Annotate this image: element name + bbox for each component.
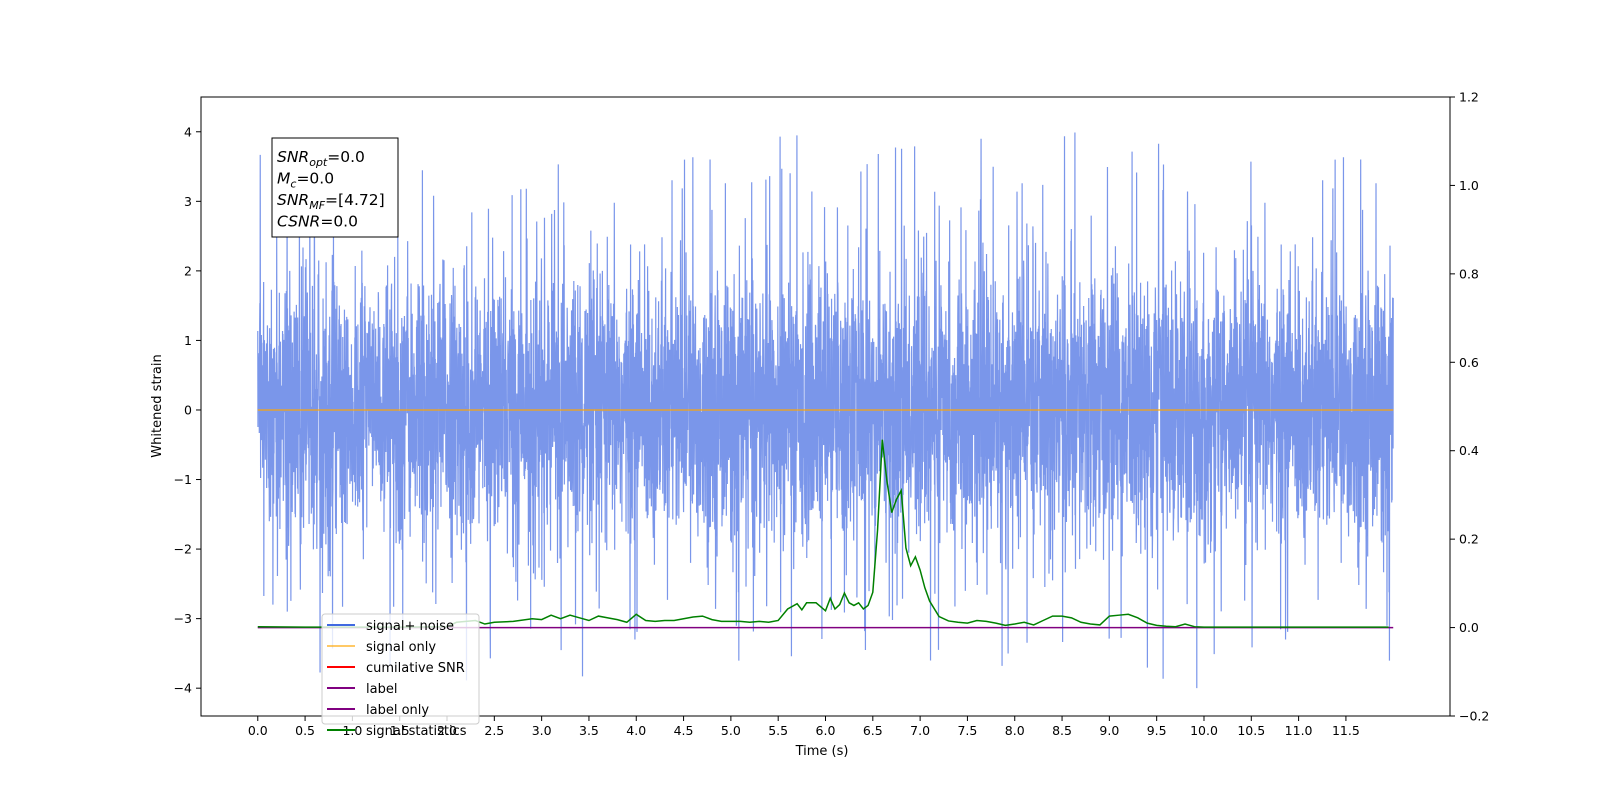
y-axis-ticks: 4 3 2 1 0 −1 −2 −3 −4 [174,124,201,696]
legend-label: signal statistics [366,724,467,739]
x-tick-label: 7.0 [910,723,930,738]
annotation-frame [271,137,399,238]
legend-frame [321,613,480,725]
series-line-signal-noise [257,132,1394,689]
y2-tick-label: 0.4 [1459,443,1479,458]
x-tick-label: 9.5 [1147,723,1167,738]
annotation-line: Mc=0.0 [277,170,334,191]
x-tick-label: 9.0 [1099,723,1119,738]
x-tick-label: 2.0 [437,723,457,738]
x-tick-label: 7.5 [957,723,977,738]
y2-tick-label: 1.0 [1459,178,1479,193]
x-tick-label: 1.5 [390,723,410,738]
x-tick-label: 3.0 [532,723,552,738]
y-tick-label: 1 [184,333,192,348]
y2-tick-label: 0.6 [1459,355,1479,370]
x-tick-label: 6.5 [863,723,883,738]
annotation-subscript: c [290,178,296,191]
x-tick-label: 3.5 [579,723,599,738]
annotation-line: SNRMF=[4.72] [277,191,385,212]
x-tick-label: 5.5 [768,723,788,738]
y2-axis-ticks: 1.2 1.0 0.8 0.6 0.4 0.2 0.0 −0.2 [1450,90,1489,724]
x-tick-label: 8.5 [1052,723,1072,738]
annotation-variable: CSNR [277,213,320,231]
legend-label: label [366,682,397,697]
x-tick-label: 2.5 [484,723,504,738]
annotation-value: =[4.72] [325,191,385,209]
y-axis-label: Whitened strain [150,354,165,457]
x-tick-label: 4.0 [626,723,646,738]
annotation-subscript: opt [309,156,328,169]
x-axis-ticks: 0.0 0.5 1.0 1.5 2.0 2.5 3.0 3.5 4.0 4.5 5.0 5.5 6.0 6… [248,716,1360,738]
legend-label: label only [366,703,429,718]
annotation-line: SNRopt=0.0 [277,148,365,169]
annotation-variable: SNR [277,148,309,166]
legend: signal+ noise signal only cumilative SNR la… [321,613,480,739]
annotation-value: =0.0 [296,170,334,188]
legend-label: signal only [366,640,436,655]
y-tick-label: 4 [184,124,192,139]
annotation-value: =0.0 [327,148,365,166]
y-tick-label: −4 [174,681,192,696]
legend-label: cumilative SNR [366,661,465,676]
annotation-variable: M [277,170,290,188]
y2-tick-label: −0.2 [1459,709,1489,724]
y-tick-label: −3 [174,611,192,626]
y2-tick-label: 0.2 [1459,532,1479,547]
x-tick-label: 10.5 [1237,723,1265,738]
series-line-signal-statistics [257,439,1389,628]
annotation-value: =0.0 [320,213,358,231]
y-tick-label: −1 [174,472,192,487]
y-tick-label: 3 [184,194,192,209]
y-tick-label: 2 [184,263,192,278]
x-tick-label: 11.5 [1332,723,1360,738]
x-axis-label: Time (s) [795,744,849,759]
annotation-line: CSNR=0.0 [277,213,358,231]
x-tick-label: 11.0 [1285,723,1313,738]
annotation-variable: SNR [277,191,309,209]
x-tick-label: 6.0 [816,723,836,738]
x-tick-label: 5.0 [721,723,741,738]
x-tick-label: 8.0 [1005,723,1025,738]
y2-tick-label: 1.2 [1459,90,1479,105]
annotation-subscript: MF [309,199,325,212]
x-tick-label: 0.5 [295,723,315,738]
x-tick-label: 0.0 [248,723,268,738]
x-tick-label: 10.0 [1190,723,1218,738]
y-tick-label: 0 [184,402,192,417]
x-tick-label: 4.5 [674,723,694,738]
y2-tick-label: 0.8 [1459,266,1479,281]
legend-label: signal+ noise [366,619,454,634]
y-tick-label: −2 [174,542,192,557]
y2-tick-label: 0.0 [1459,620,1479,635]
